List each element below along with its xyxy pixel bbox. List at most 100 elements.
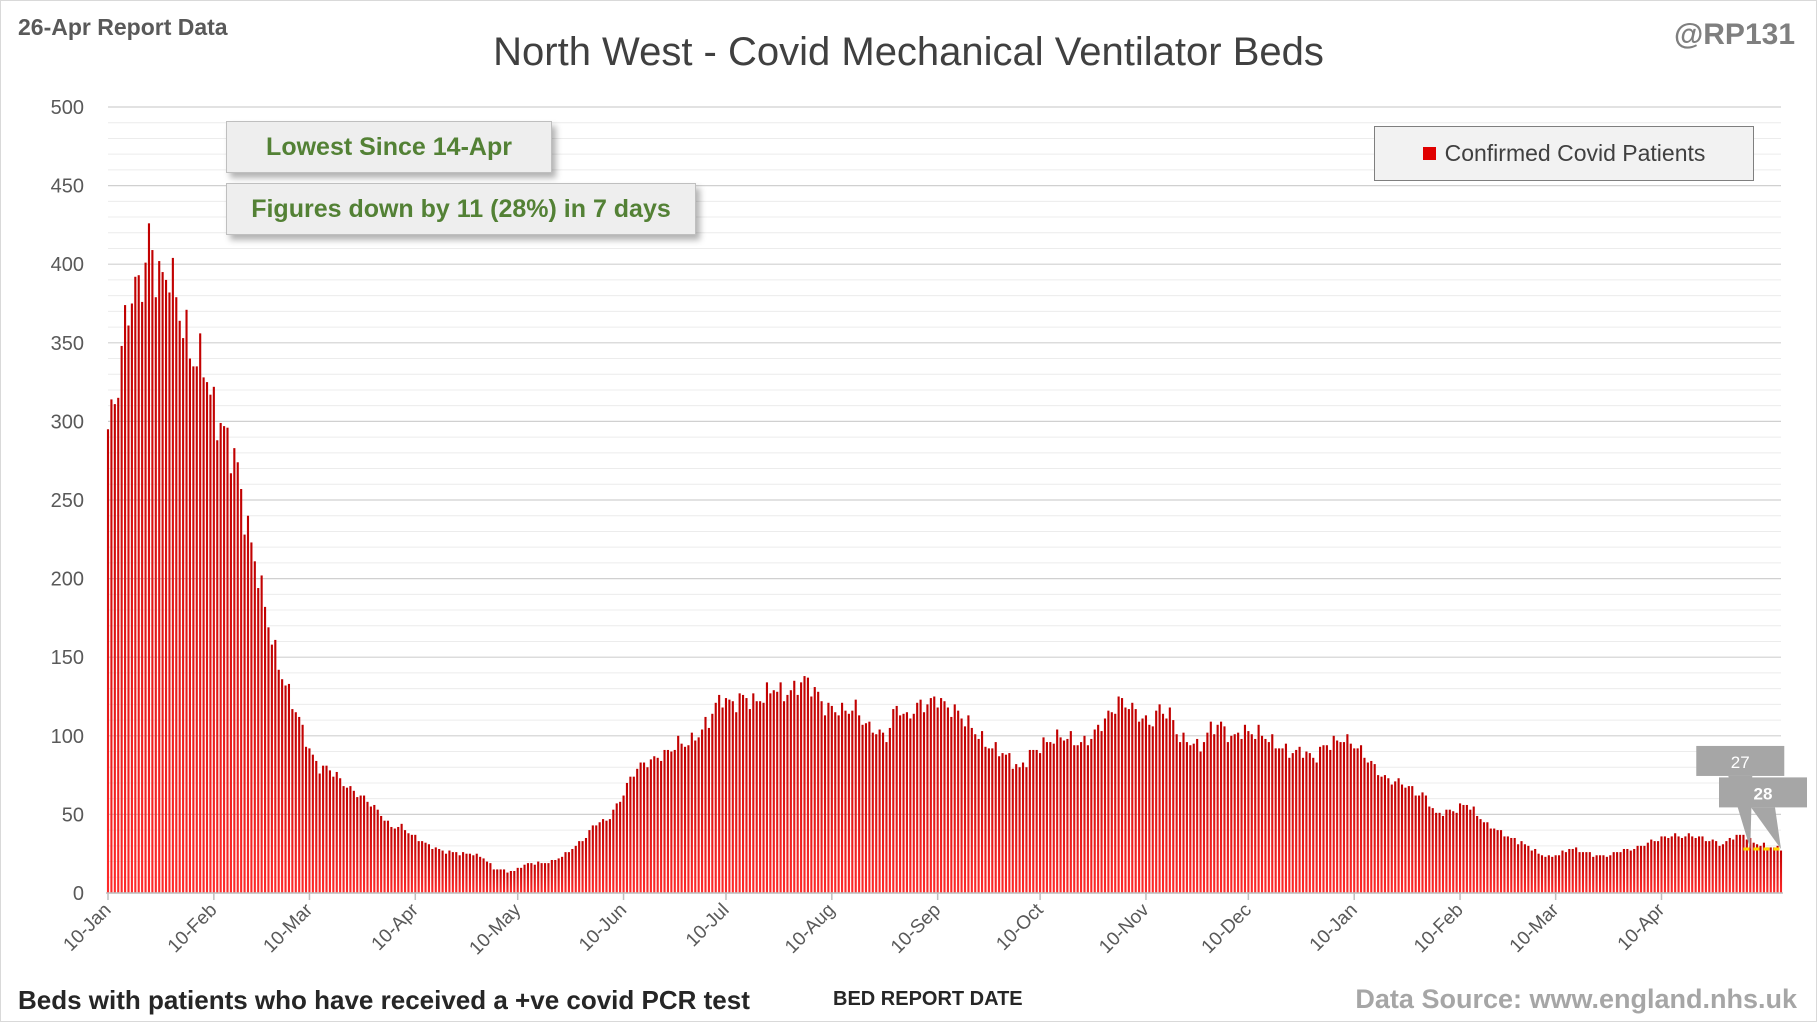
bar [171, 257, 174, 893]
bar [752, 693, 755, 893]
bar [1499, 830, 1503, 893]
legend-entry: Confirmed Covid Patients [1444, 140, 1706, 166]
bar [291, 709, 294, 893]
bar [1650, 839, 1653, 893]
bar [1551, 856, 1554, 893]
bar [1025, 767, 1028, 893]
bar [1561, 850, 1564, 893]
bar [1745, 839, 1748, 893]
bar [1216, 724, 1219, 893]
bar [837, 715, 840, 893]
y-tick-label: 250 [51, 490, 84, 512]
bar [1742, 834, 1745, 893]
bar [509, 870, 512, 893]
bar [1308, 753, 1311, 893]
bar [274, 639, 277, 893]
y-tick-label: 0 [73, 883, 84, 905]
y-tick-label: 200 [51, 569, 84, 591]
bar [1776, 845, 1779, 893]
bar [1674, 833, 1677, 893]
bar [342, 786, 345, 893]
bar [1237, 732, 1240, 893]
bar [1278, 748, 1281, 893]
bar [827, 702, 830, 893]
bar [475, 853, 478, 893]
bar [1558, 855, 1561, 893]
y-tick-label: 300 [51, 411, 84, 433]
bar [694, 740, 697, 893]
bar [1513, 837, 1516, 893]
x-tick-label: 10-Mar [260, 899, 318, 957]
bar [1486, 822, 1489, 893]
bar [1431, 808, 1434, 893]
bar [1021, 762, 1025, 893]
bar [895, 705, 898, 893]
x-tick-label: 10-Dec [1198, 900, 1256, 958]
bar [1441, 815, 1445, 893]
bar [1708, 841, 1711, 893]
bar [164, 279, 168, 893]
bar [803, 676, 806, 893]
bar [1540, 855, 1544, 893]
bar [120, 345, 123, 894]
bar [697, 737, 700, 893]
bar [550, 859, 553, 893]
bar [646, 767, 649, 893]
latest-value-callout: 28 [1719, 777, 1807, 849]
bar [919, 699, 922, 893]
bar [127, 325, 130, 893]
bar [1257, 724, 1260, 893]
bar [953, 704, 956, 893]
bar [871, 732, 874, 893]
bar [458, 855, 461, 893]
bar [1752, 842, 1755, 893]
bar [830, 705, 833, 893]
author-handle: @RP131 [1674, 18, 1795, 51]
bar [943, 701, 946, 893]
bar [762, 702, 765, 893]
bar [745, 698, 748, 893]
bar [195, 366, 198, 893]
bar [332, 776, 335, 893]
bar [765, 682, 769, 893]
previous-week-callout-text: 27 [1731, 753, 1750, 772]
bar [298, 716, 301, 893]
bar [482, 858, 485, 893]
bar [315, 760, 318, 893]
bar [878, 729, 881, 893]
bar [1554, 855, 1557, 893]
bar [1769, 847, 1772, 893]
bar [485, 861, 489, 893]
bar [1701, 836, 1704, 893]
bar [912, 713, 915, 893]
bar [632, 776, 635, 893]
bar [1766, 847, 1769, 893]
bar [1476, 815, 1479, 893]
bar [106, 429, 110, 893]
bar [530, 863, 533, 893]
bar [967, 715, 970, 893]
x-tick-label: 10-Jan [1306, 900, 1362, 956]
chart-legend: Confirmed Covid Patients [1374, 126, 1754, 181]
bar [349, 786, 352, 893]
bar [820, 701, 823, 893]
bar [1175, 734, 1178, 893]
bar [998, 756, 1001, 893]
bar [216, 440, 219, 893]
bar [117, 397, 120, 893]
bar [1073, 745, 1076, 893]
bar [1312, 757, 1315, 893]
report-date-label: 26-Apr Report Data [18, 14, 228, 40]
x-tick-label: 10-Feb [164, 900, 221, 957]
bar [209, 394, 212, 893]
bar [229, 473, 232, 893]
bar [1411, 786, 1414, 893]
bar [663, 749, 666, 893]
bar [1523, 844, 1526, 893]
bar [1605, 856, 1608, 893]
bar [1189, 745, 1192, 893]
bar [1035, 749, 1038, 893]
bar [653, 756, 656, 893]
bar [786, 694, 789, 893]
bar [1455, 812, 1458, 893]
